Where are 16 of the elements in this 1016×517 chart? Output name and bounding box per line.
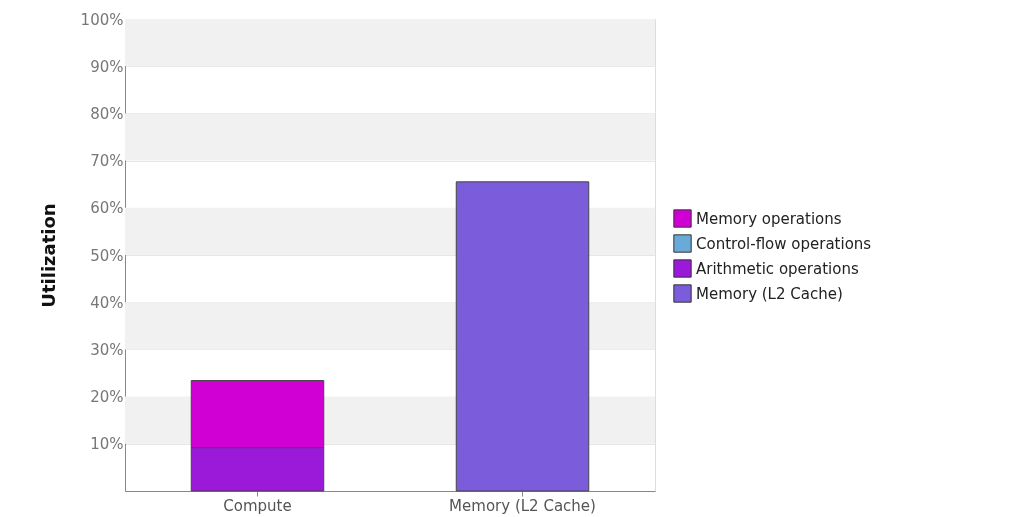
y-tick-label: 100%: [80, 10, 124, 29]
y-tick-label: 60%: [90, 199, 124, 218]
y-axis-title: Utilization: [37, 203, 59, 308]
y-tick-label: 20%: [90, 388, 124, 407]
legend-label: Memory (L2 Cache): [696, 284, 843, 303]
y-tick-label: 50%: [90, 246, 124, 265]
y-tick-label: 10%: [90, 435, 124, 454]
y-tick-label: 90%: [90, 57, 124, 76]
legend-label: Memory operations: [696, 209, 842, 228]
legend-label: Arithmetic operations: [696, 259, 859, 278]
y-tick-label: 70%: [90, 152, 124, 171]
legend-label: Control-flow operations: [696, 234, 872, 253]
y-tick-label: 30%: [90, 340, 124, 359]
y-tick-label: 40%: [90, 293, 124, 312]
y-tick-label: 80%: [90, 104, 124, 123]
x-tick-label: Compute: [223, 496, 292, 515]
